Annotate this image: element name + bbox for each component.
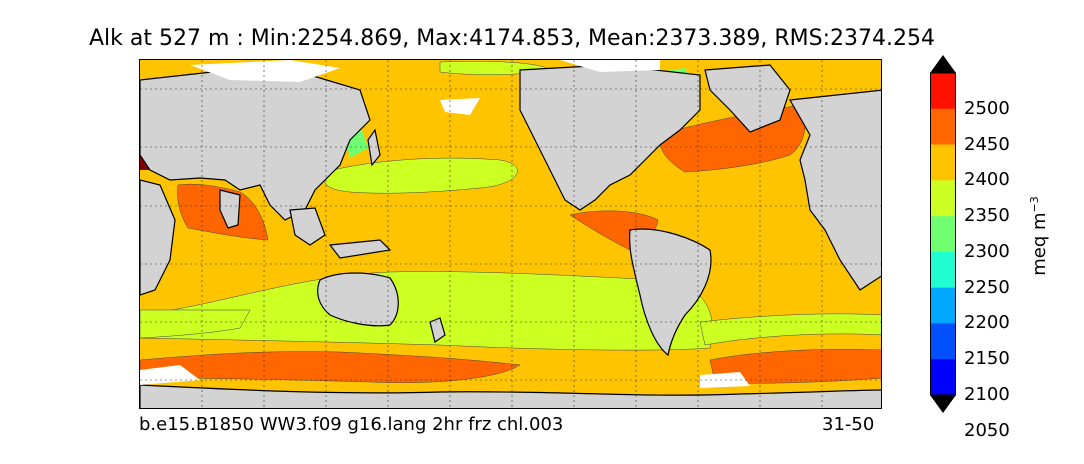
land-australia: [317, 272, 399, 327]
map-plot-area: [139, 59, 882, 409]
colorbar-tick-label: 2400: [964, 169, 1010, 191]
south-indian-green-band: [140, 309, 251, 339]
land-europe-africa: [789, 89, 881, 291]
southern-ocean-orange-2: [709, 349, 881, 384]
colorbar-tick-label: 2150: [964, 348, 1010, 370]
colorbar-band: [930, 251, 956, 289]
land-indonesia: [328, 239, 392, 259]
land-north-america: [519, 64, 701, 211]
colorbar-tick-label: 2050: [964, 419, 1010, 441]
colorbar-band: [930, 323, 956, 360]
land-southeast-asia: [289, 207, 326, 246]
land-japan: [367, 128, 381, 167]
colorbar-tick-label: 2250: [964, 276, 1010, 298]
land-masses: [140, 64, 881, 408]
years-label: 31-50: [822, 414, 875, 435]
colorbar-tick-label: 2300: [964, 240, 1010, 262]
land-asia: [140, 69, 371, 221]
colorbar-tick-label: 2450: [964, 133, 1010, 155]
colorbar-tick-label: 2200: [964, 312, 1010, 334]
colorbar-band: [930, 108, 956, 146]
map-svg: [140, 60, 881, 408]
land-greenland: [704, 64, 791, 133]
case-name-label: b.e15.B1850 WW3.f09 g16.lang 2hr frz chl…: [139, 414, 564, 435]
south-atlantic-green-band: [699, 313, 881, 346]
colorbar-frame: [930, 72, 956, 396]
map-grid: [140, 60, 881, 408]
colorbar-tick-label: 2350: [964, 205, 1010, 227]
colorbar-band: [930, 216, 956, 253]
land-new-zealand: [429, 317, 446, 343]
colorbar-tick-label: 2500: [964, 97, 1010, 119]
colorbar-band: [930, 180, 956, 217]
southern-ocean-orange-1: [140, 351, 521, 383]
land-india: [219, 189, 241, 229]
land-south-america: [629, 228, 712, 357]
land-antarctica: [140, 384, 881, 408]
colorbar-unit-label: meq m−3: [1028, 196, 1050, 276]
colorbar-max-extend: [930, 55, 956, 73]
colorbar-band: [930, 359, 956, 396]
colorbar-min-extend: [930, 395, 956, 413]
colorbar-band: [930, 144, 956, 181]
north-pacific-green-patch: [323, 157, 518, 194]
colorbar-band: [930, 73, 956, 110]
colorbar-tick-label: 2100: [964, 384, 1010, 405]
chart-title: Alk at 527 m : Min:2254.869, Max:4174.85…: [88, 26, 935, 51]
colorbar-band: [930, 287, 956, 324]
land-africa-east: [140, 179, 176, 296]
colorbar: [930, 55, 956, 413]
